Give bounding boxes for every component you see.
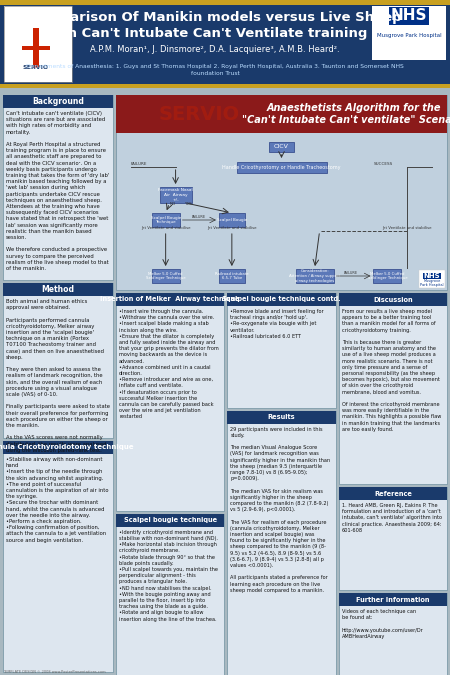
- Text: Scalpel Bougie: Scalpel Bougie: [217, 218, 247, 222]
- Text: NO: NO: [170, 202, 176, 206]
- Text: Insertion of Melker  Airway technique: Insertion of Melker Airway technique: [100, 296, 240, 302]
- Bar: [3, 441, 113, 454]
- Text: Cannula Cricothyroidotomy technique: Cannula Cricothyroidotomy technique: [0, 445, 133, 450]
- Text: Jet Ventilate and stabilise: Jet Ventilate and stabilise: [382, 226, 432, 230]
- Bar: [160, 187, 192, 203]
- Bar: [116, 514, 225, 675]
- Bar: [374, 269, 401, 283]
- Text: •Insert wire through the cannula.
•Withdraw the cannula over the wire.
•Insert s: •Insert wire through the cannula. •Withd…: [119, 309, 219, 419]
- Text: Musgrove Park Hospital: Musgrove Park Hospital: [377, 34, 441, 38]
- Text: YES: YES: [184, 202, 191, 206]
- Bar: [0, 0, 450, 5]
- Text: Jet Ventilate and stabilise: Jet Ventilate and stabilise: [207, 226, 256, 230]
- Bar: [372, 6, 446, 60]
- Text: Discussion: Discussion: [373, 296, 413, 302]
- Text: TEMPLATE DESIGN © 2008 www.PosterPresentations.com: TEMPLATE DESIGN © 2008 www.PosterPresent…: [3, 670, 106, 674]
- Bar: [3, 95, 113, 108]
- Bar: [152, 269, 180, 283]
- Text: NHS: NHS: [424, 273, 440, 279]
- Text: Railroad intubate
6.5-7 Tube: Railroad intubate 6.5-7 Tube: [215, 272, 249, 280]
- Bar: [4, 6, 72, 82]
- Bar: [237, 161, 327, 173]
- Text: Scalpel bougie technique contd.: Scalpel bougie technique contd.: [222, 296, 341, 302]
- Text: SERVIO: SERVIO: [158, 105, 239, 124]
- Bar: [219, 269, 245, 283]
- Bar: [227, 410, 336, 424]
- Bar: [339, 487, 447, 500]
- Bar: [269, 142, 294, 152]
- Bar: [116, 293, 225, 306]
- Bar: [0, 84, 450, 88]
- Bar: [339, 293, 447, 306]
- Text: •Stabilise airway with non-dominant
hand
•Insert the tip of the needle through
t: •Stabilise airway with non-dominant hand…: [6, 457, 108, 543]
- Bar: [152, 213, 180, 227]
- Bar: [339, 293, 447, 484]
- Text: Further Information: Further Information: [356, 597, 430, 603]
- Text: Background: Background: [32, 97, 84, 106]
- Text: Videos of each technique can
be found at:

http://www.youtube.com/user/Dr
AMBHea: Videos of each technique can be found at…: [342, 609, 423, 639]
- Text: Consideration:
Attention / Airway support
airway technologies: Consideration: Attention / Airway suppor…: [289, 269, 340, 283]
- Bar: [219, 213, 245, 227]
- Text: Reference: Reference: [374, 491, 412, 497]
- Bar: [3, 441, 113, 672]
- Text: Anaesthetists Algorithm for the
"Can't Intubate Can't ventilate" Scenario: Anaesthetists Algorithm for the "Can't I…: [242, 103, 450, 126]
- Text: A.P.M. Moran¹, J. Dinsmore², D.A. Lacquiere³, A.M.B. Heard².: A.P.M. Moran¹, J. Dinsmore², D.A. Lacqui…: [90, 45, 340, 53]
- Text: 29 participants were included in this
study.

The median Visual Analogue Score
(: 29 participants were included in this st…: [230, 427, 330, 593]
- Text: Method: Method: [41, 285, 75, 294]
- Text: Can't intubate can't ventilate (CICV)
situations are rare but are associated
wit: Can't intubate can't ventilate (CICV) si…: [6, 111, 109, 271]
- Bar: [0, 0, 450, 88]
- Text: From our results a live sheep model
appears to be a better training tool
than a : From our results a live sheep model appe…: [342, 309, 441, 432]
- Bar: [296, 269, 333, 283]
- Bar: [3, 283, 113, 438]
- Bar: [33, 28, 39, 68]
- Text: Musgrove
Park Hospital: Musgrove Park Hospital: [420, 279, 444, 288]
- Text: •Remove blade and insert feeling for
tracheal rings and/or 'hold up'.
•Re-oxygen: •Remove blade and insert feeling for tra…: [230, 309, 324, 339]
- Text: Both animal and human ethics
approval were obtained.

Participants performed can: Both animal and human ethics approval we…: [6, 299, 110, 453]
- Bar: [339, 487, 447, 590]
- Bar: [116, 293, 225, 511]
- Bar: [339, 593, 447, 606]
- Text: in Can't Intubate Can't Ventilate training: in Can't Intubate Can't Ventilate traini…: [63, 26, 367, 40]
- Bar: [116, 514, 225, 526]
- Text: FAILURE: FAILURE: [192, 215, 206, 219]
- Text: Jet Ventilate and stabilise: Jet Ventilate and stabilise: [141, 226, 190, 230]
- Text: Melker 5.0 Cuffed
Seldinger Technique: Melker 5.0 Cuffed Seldinger Technique: [146, 272, 185, 280]
- Bar: [0, 92, 450, 675]
- Text: Scalpel bougie technique: Scalpel bougie technique: [124, 517, 217, 523]
- Text: Melker 5.0 Cuffed
Seldinger Technique: Melker 5.0 Cuffed Seldinger Technique: [368, 272, 407, 280]
- Text: 1. Heard AMB, Green RJ, Eakins P. The
formulation and introduction of a 'can't
i: 1. Heard AMB, Green RJ, Eakins P. The fo…: [342, 503, 441, 533]
- Text: NHS: NHS: [391, 9, 427, 24]
- Text: SUCCESS: SUCCESS: [374, 162, 393, 166]
- Text: Departments of Anaesthesia: 1. Guys and St Thomas Hospital 2. Royal Perth Hospit: Departments of Anaesthesia: 1. Guys and …: [26, 64, 404, 76]
- Bar: [116, 95, 447, 290]
- Bar: [339, 593, 447, 675]
- Bar: [116, 95, 447, 133]
- Bar: [227, 410, 336, 675]
- Bar: [3, 283, 113, 296]
- Bar: [227, 293, 336, 306]
- Text: FAILURE: FAILURE: [131, 162, 148, 166]
- Text: FAILURE: FAILURE: [344, 271, 358, 275]
- Text: Facemask Nasal
Air  Airway
+/-: Facemask Nasal Air Airway +/-: [158, 188, 193, 202]
- Text: Handle Cricothyrotomy or Handle Tracheostomy: Handle Cricothyrotomy or Handle Tracheos…: [222, 165, 341, 169]
- Text: Comparison Of Manikin models versus Live Sheep: Comparison Of Manikin models versus Live…: [28, 11, 402, 24]
- Text: •Identify cricothyroid membrane and
stabilise with non-dominant hand (ND).
•Make: •Identify cricothyroid membrane and stab…: [119, 530, 218, 622]
- Bar: [227, 293, 336, 408]
- Bar: [22, 46, 50, 50]
- Text: Results: Results: [268, 414, 295, 420]
- Text: Scalpel Bougie
Technique: Scalpel Bougie Technique: [150, 216, 181, 224]
- Text: CICV: CICV: [274, 144, 289, 149]
- Bar: [419, 270, 445, 288]
- Bar: [4, 6, 72, 82]
- Bar: [3, 95, 113, 280]
- Text: SERVIO: SERVIO: [23, 65, 49, 70]
